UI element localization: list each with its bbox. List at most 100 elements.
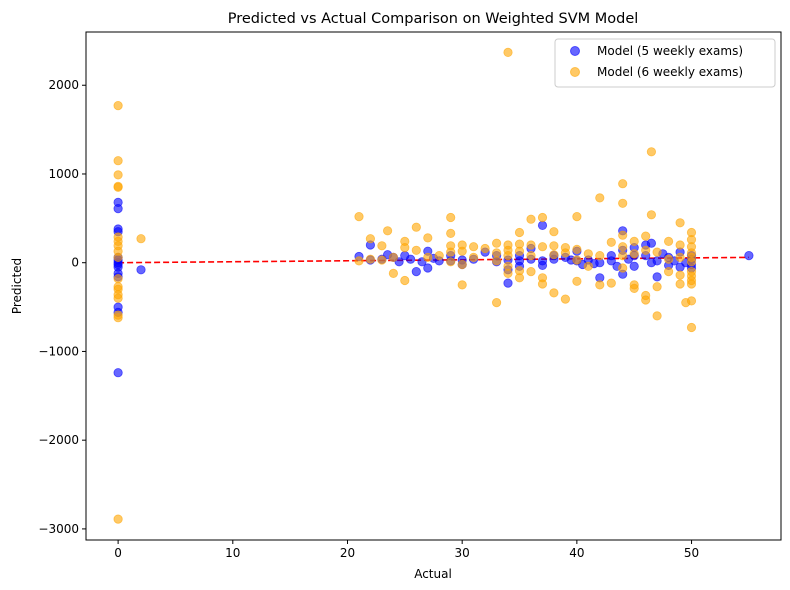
scatter-point <box>675 240 685 250</box>
x-tick-label: 0 <box>114 546 122 560</box>
scatter-point <box>686 279 697 289</box>
scatter-point <box>526 251 536 261</box>
scatter-point <box>446 228 456 238</box>
scatter-point <box>113 182 123 192</box>
scatter-point <box>618 251 628 261</box>
legend-marker-series-2 <box>570 67 580 77</box>
scatter-point <box>491 248 502 258</box>
scatter-point <box>446 212 456 223</box>
scatter-point <box>526 240 536 250</box>
scatter-point <box>595 193 605 203</box>
scatter-point <box>537 212 548 223</box>
scatter-point <box>113 274 123 284</box>
scatter-point <box>744 251 754 261</box>
y-axis: −3000 −2000 −1000 0 1000 2000 <box>38 78 86 536</box>
scatter-point <box>675 218 685 228</box>
scatter-point <box>503 268 513 278</box>
axes-frame <box>85 31 782 541</box>
scatter-point <box>423 263 433 273</box>
x-axis: 0 10 20 30 40 50 <box>114 540 699 560</box>
scatter-point <box>526 214 536 224</box>
scatter-point <box>641 245 651 255</box>
scatter-point <box>377 241 387 251</box>
scatter-point <box>434 251 444 261</box>
scatter-point <box>618 242 628 252</box>
series-group <box>113 47 754 524</box>
scatter-point <box>629 236 639 246</box>
scatter-point <box>618 230 628 240</box>
scatter-point <box>572 276 582 286</box>
scatter-point <box>646 147 657 157</box>
scatter-point <box>686 257 697 267</box>
scatter-point <box>641 295 651 305</box>
scatter-point <box>113 514 123 524</box>
scatter-point <box>113 293 123 303</box>
scatter-point <box>514 273 525 283</box>
scatter-point <box>572 255 582 265</box>
scatter-point <box>560 294 571 304</box>
scatter-point <box>663 236 674 246</box>
scatter-point <box>652 256 662 266</box>
legend-label-series-2: Model (6 weekly exams) <box>597 65 743 79</box>
series-2 <box>113 47 697 524</box>
scatter-point <box>405 254 416 264</box>
y-tick-label: 1000 <box>48 167 79 181</box>
scatter-point <box>423 252 433 262</box>
scatter-point <box>537 256 548 266</box>
scatter-point <box>491 297 502 308</box>
legend-label-series-1: Model (5 weekly exams) <box>597 44 743 58</box>
scatter-point <box>113 156 123 166</box>
scatter-point <box>572 244 582 254</box>
scatter-point <box>491 256 502 266</box>
scatter-point <box>457 246 467 256</box>
scatter-point <box>136 265 146 275</box>
scatter-point <box>113 368 123 378</box>
scatter-point <box>457 280 467 290</box>
scatter-point <box>113 204 123 214</box>
x-tick-label: 20 <box>340 546 355 560</box>
scatter-point <box>686 296 697 306</box>
scatter-point <box>646 238 657 248</box>
x-tick-label: 30 <box>455 546 470 560</box>
scatter-point <box>629 261 639 271</box>
scatter-point <box>136 234 146 244</box>
scatter-point <box>365 254 375 264</box>
scatter-point <box>457 259 467 270</box>
scatter-point <box>491 238 502 248</box>
scatter-point <box>652 247 662 257</box>
scatter-point <box>686 322 697 333</box>
legend-marker-series-1 <box>570 46 580 56</box>
scatter-point <box>618 179 628 189</box>
y-tick-label: 0 <box>71 256 79 270</box>
scatter-point <box>400 275 410 286</box>
x-tick-label: 10 <box>225 546 240 560</box>
x-axis-label: Actual <box>414 567 452 581</box>
scatter-point <box>388 268 398 278</box>
scatter-point <box>537 242 548 252</box>
scatter-point <box>675 279 685 289</box>
scatter-point <box>446 257 456 267</box>
scatter-point <box>583 261 593 271</box>
scatter-point <box>400 243 410 253</box>
scatter-point <box>675 270 685 280</box>
scatter-point <box>675 252 685 262</box>
scatter-point <box>549 241 559 251</box>
scatter-point <box>606 278 616 288</box>
x-tick-label: 40 <box>569 546 584 560</box>
scatter-point <box>354 212 364 222</box>
y-tick-label: −1000 <box>38 344 79 358</box>
scatter-point <box>113 313 123 323</box>
scatter-point <box>583 249 593 259</box>
scatter-point <box>618 198 628 208</box>
scatter-point <box>549 227 559 237</box>
scatter-point <box>113 252 123 262</box>
y-tick-label: −2000 <box>38 433 79 447</box>
scatter-point <box>629 283 639 293</box>
scatter-point <box>480 243 490 254</box>
scatter-point <box>514 246 525 256</box>
scatter-point <box>113 101 123 111</box>
scatter-point <box>549 288 559 298</box>
scatter-point <box>503 47 513 58</box>
scatter-point <box>652 272 662 282</box>
